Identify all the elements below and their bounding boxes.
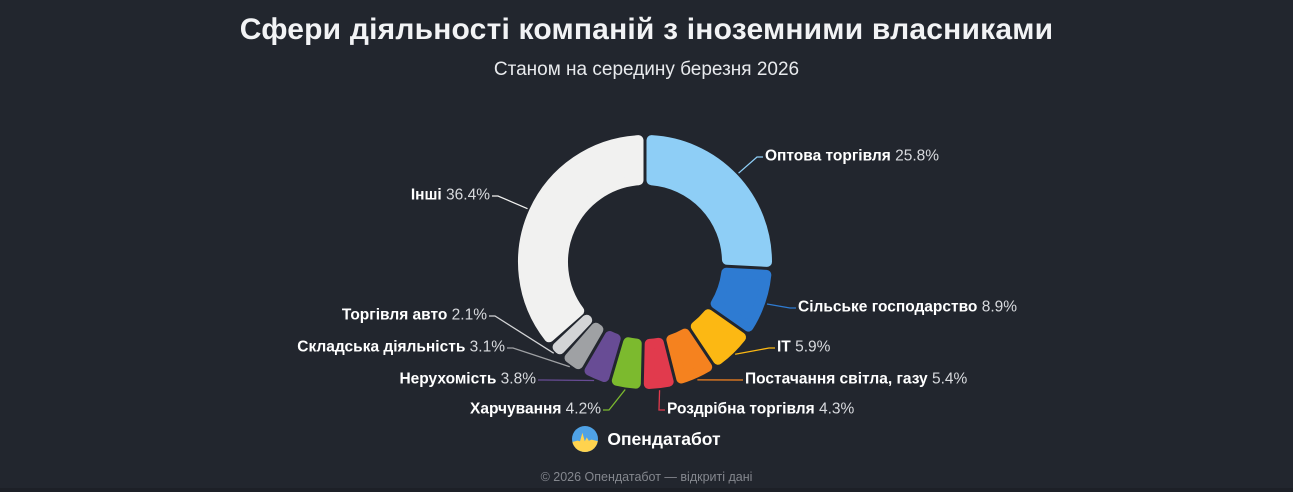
slice-label-name: Харчування — [469, 400, 562, 418]
slice-label-percent: 25.8% — [890, 147, 940, 165]
slice-label-percent: 2.1% — [447, 306, 487, 324]
slice-label: Торгівля авто 2.1% — [342, 307, 487, 326]
leader-line-8 — [489, 315, 555, 354]
copyright-text: © 2026 Опендатабот — відкриті дані — [540, 470, 753, 484]
slice-label-percent: 5.9% — [790, 338, 831, 356]
donut-slice-8[interactable] — [552, 314, 593, 355]
donut-slice-7[interactable] — [564, 322, 604, 370]
donut-slice-5[interactable] — [611, 337, 642, 389]
donut-slice-0[interactable] — [646, 135, 772, 267]
opendatabot-logo[interactable]: Опендатабот — [0, 426, 1293, 452]
donut-slice-3[interactable] — [666, 328, 713, 384]
donut-slice-9[interactable] — [518, 135, 644, 343]
donut-slice-4[interactable] — [643, 337, 674, 389]
leader-line-1 — [766, 303, 796, 309]
slice-label-name: Роздрібна торгівля — [667, 400, 815, 418]
logo-wordmark: Опендатабот — [607, 428, 721, 449]
leader-line-6 — [538, 379, 595, 382]
slice-label-percent: 5.4% — [927, 370, 968, 388]
leader-line-9 — [492, 195, 528, 210]
slice-label-name: Торгівля авто — [341, 306, 448, 324]
slice-label: Нерухомість 3.8% — [399, 371, 536, 390]
slice-label-name: Оптова торгівля — [765, 147, 891, 165]
leader-line-2 — [735, 347, 775, 355]
donut-slice-2[interactable] — [690, 309, 747, 365]
slice-label: IT 5.9% — [777, 339, 830, 358]
slice-label: Інші 36.4% — [411, 187, 490, 206]
bottom-edge-strip — [0, 488, 1293, 492]
slice-label-name: Складська діяльність — [297, 338, 466, 356]
page-title: Сфери діяльності компаній з іноземними в… — [239, 13, 1054, 46]
slice-label-name: Нерухомість — [399, 370, 497, 388]
slice-label-percent: 3.1% — [465, 338, 505, 356]
leader-line-4 — [658, 390, 665, 411]
slice-label-name: Сільське господарство — [798, 298, 978, 316]
slice-label-percent: 4.3% — [814, 400, 855, 418]
donut-slice-1[interactable] — [710, 267, 772, 332]
leader-line-5 — [603, 389, 626, 411]
page-subtitle: Станом на середину березня 2026 — [493, 59, 800, 80]
slice-label: Оптова торгівля 25.8% — [765, 148, 939, 167]
slice-label-percent: 36.4% — [441, 186, 490, 204]
slice-label-name: Інші — [410, 186, 442, 204]
donut-slice-6[interactable] — [584, 330, 621, 383]
slice-label: Сільське господарство 8.9% — [798, 299, 1017, 318]
opendatabot-logo-icon — [572, 426, 599, 452]
slice-label-percent: 3.8% — [496, 370, 536, 388]
slice-label: Роздрібна торгівля 4.3% — [667, 401, 854, 420]
leader-line-0 — [738, 156, 763, 174]
slice-label-name: Постачання світла, газу — [745, 370, 928, 388]
leader-line-7 — [507, 347, 570, 368]
slice-label-name: IT — [777, 338, 791, 356]
slice-label: Постачання світла, газу 5.4% — [745, 371, 967, 390]
slice-label-percent: 8.9% — [977, 298, 1018, 316]
slice-label-percent: 4.2% — [561, 400, 601, 418]
slice-label: Складська діяльність 3.1% — [297, 339, 505, 358]
slice-label: Харчування 4.2% — [470, 401, 601, 420]
